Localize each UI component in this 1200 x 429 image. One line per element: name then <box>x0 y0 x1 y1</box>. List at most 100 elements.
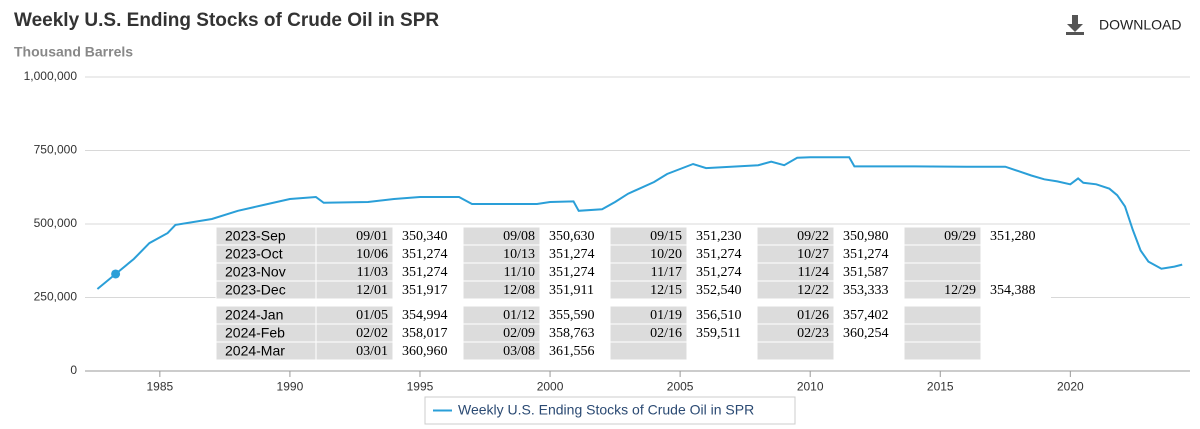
value-cell <box>393 306 463 324</box>
value-cell <box>393 342 463 360</box>
value-cell <box>540 281 610 299</box>
x-tick-label: 2000 <box>537 379 564 393</box>
date-label: 12/15 <box>650 283 682 298</box>
date-label: 10/20 <box>650 247 682 262</box>
value-label: 351,274 <box>696 265 742 280</box>
value-label: 351,274 <box>696 247 742 262</box>
value-cell <box>687 324 757 342</box>
value-label: 361,556 <box>549 344 595 359</box>
value-cell <box>540 324 610 342</box>
legend-box <box>424 396 796 425</box>
date-label: 09/15 <box>650 229 682 244</box>
date-label: 01/19 <box>650 308 682 323</box>
value-label: 359,511 <box>696 326 741 341</box>
download-label[interactable]: DOWNLOAD <box>1099 17 1181 33</box>
date-label: 12/08 <box>503 283 535 298</box>
date-label: 01/12 <box>503 308 535 323</box>
date-label: 12/29 <box>944 283 976 298</box>
value-cell <box>540 306 610 324</box>
date-cell <box>903 323 982 343</box>
value-cell <box>393 245 463 263</box>
value-cell <box>834 306 904 324</box>
date-cell <box>756 341 835 361</box>
date-cell <box>903 244 982 264</box>
value-cell <box>687 281 757 299</box>
y-tick-label: 250,000 <box>34 290 78 304</box>
y-tick-label: 1,000,000 <box>24 69 78 83</box>
value-cell <box>687 227 757 245</box>
date-label: 10/13 <box>503 247 535 262</box>
value-label: 350,630 <box>549 229 595 244</box>
date-label: 11/10 <box>504 265 535 280</box>
x-tick-label: 1995 <box>407 379 434 393</box>
value-cell <box>687 245 757 263</box>
date-label: 09/22 <box>797 229 829 244</box>
value-cell <box>981 227 1051 245</box>
value-cell <box>540 263 610 281</box>
value-label: 351,274 <box>402 247 448 262</box>
month-label: 2023-Dec <box>225 282 286 298</box>
x-tick-label: 1985 <box>146 379 173 393</box>
y-tick-label: 0 <box>70 363 77 377</box>
y-tick-label: 750,000 <box>34 143 78 157</box>
date-label: 10/27 <box>797 247 829 262</box>
value-label: 354,994 <box>402 308 448 323</box>
value-cell <box>393 281 463 299</box>
value-cell <box>834 227 904 245</box>
value-label: 351,911 <box>549 283 594 298</box>
value-cell <box>540 342 610 360</box>
value-label: 351,587 <box>843 265 889 280</box>
date-cell <box>903 262 982 282</box>
legend: Weekly U.S. Ending Stocks of Crude Oil i… <box>424 396 796 425</box>
value-label: 357,402 <box>843 308 889 323</box>
data-point <box>111 269 121 279</box>
data-line <box>96 156 1183 290</box>
value-cell <box>393 263 463 281</box>
download-button[interactable]: DOWNLOAD <box>1066 15 1181 35</box>
value-label: 351,274 <box>843 247 889 262</box>
value-cell <box>393 227 463 245</box>
date-label: 02/09 <box>503 326 535 341</box>
value-label: 351,274 <box>402 265 448 280</box>
date-label: 01/26 <box>797 308 829 323</box>
x-tick-label: 1990 <box>277 379 304 393</box>
date-cell <box>609 341 688 361</box>
value-label: 351,230 <box>696 229 742 244</box>
x-tick-label: 2005 <box>667 379 694 393</box>
value-label: 355,590 <box>549 308 595 323</box>
value-label: 360,254 <box>843 326 889 341</box>
month-label: 2024-Feb <box>225 325 285 341</box>
value-label: 350,340 <box>402 229 448 244</box>
date-cell <box>903 341 982 361</box>
y-tick-label: 500,000 <box>34 216 78 230</box>
value-cell <box>834 263 904 281</box>
chart-subtitle: Thousand Barrels <box>14 44 133 60</box>
chart-title: Weekly U.S. Ending Stocks of Crude Oil i… <box>14 10 439 31</box>
month-label: 2023-Oct <box>225 246 283 262</box>
x-tick-label: 2015 <box>927 379 954 393</box>
value-cell <box>393 324 463 342</box>
data-table: 2023-Sep 09/01 350,340 09/08 350,630 09/15 351… <box>215 226 1051 361</box>
value-label: 353,333 <box>843 283 889 298</box>
month-label: 2023-Sep <box>225 228 286 244</box>
date-label: 10/06 <box>356 247 388 262</box>
value-cell <box>834 324 904 342</box>
value-label: 350,980 <box>843 229 889 244</box>
month-label: 2023-Nov <box>225 264 286 280</box>
value-cell <box>687 306 757 324</box>
value-cell <box>540 227 610 245</box>
value-label: 351,274 <box>549 247 595 262</box>
value-label: 351,917 <box>402 283 448 298</box>
date-label: 02/23 <box>797 326 829 341</box>
x-tick-label: 2010 <box>797 379 824 393</box>
date-label: 11/03 <box>357 265 388 280</box>
date-label: 12/22 <box>797 283 829 298</box>
value-label: 354,388 <box>990 283 1036 298</box>
value-label: 358,763 <box>549 326 595 341</box>
value-label: 352,540 <box>696 283 742 298</box>
date-label: 01/05 <box>356 308 388 323</box>
date-label: 02/02 <box>356 326 388 341</box>
value-cell <box>834 245 904 263</box>
date-label: 11/17 <box>651 265 682 280</box>
